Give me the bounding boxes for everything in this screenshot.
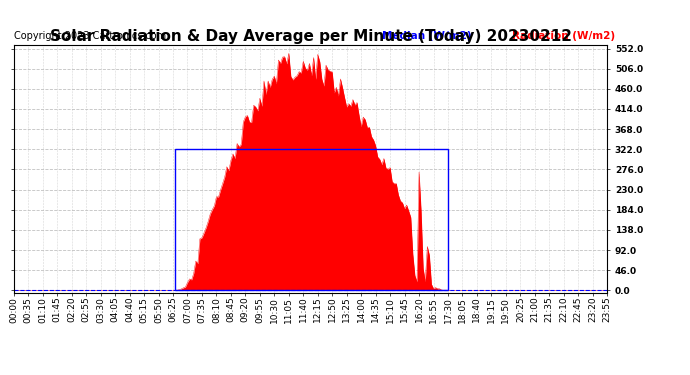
Title: Solar Radiation & Day Average per Minute (Today) 20230212: Solar Radiation & Day Average per Minute… [50,29,571,44]
Bar [175,149,448,290]
Text: Copyright 2023 Cartronics.com: Copyright 2023 Cartronics.com [14,32,166,41]
Text: Median (W/m2): Median (W/m2) [382,32,471,41]
Text: Radiation (W/m2): Radiation (W/m2) [512,32,615,41]
